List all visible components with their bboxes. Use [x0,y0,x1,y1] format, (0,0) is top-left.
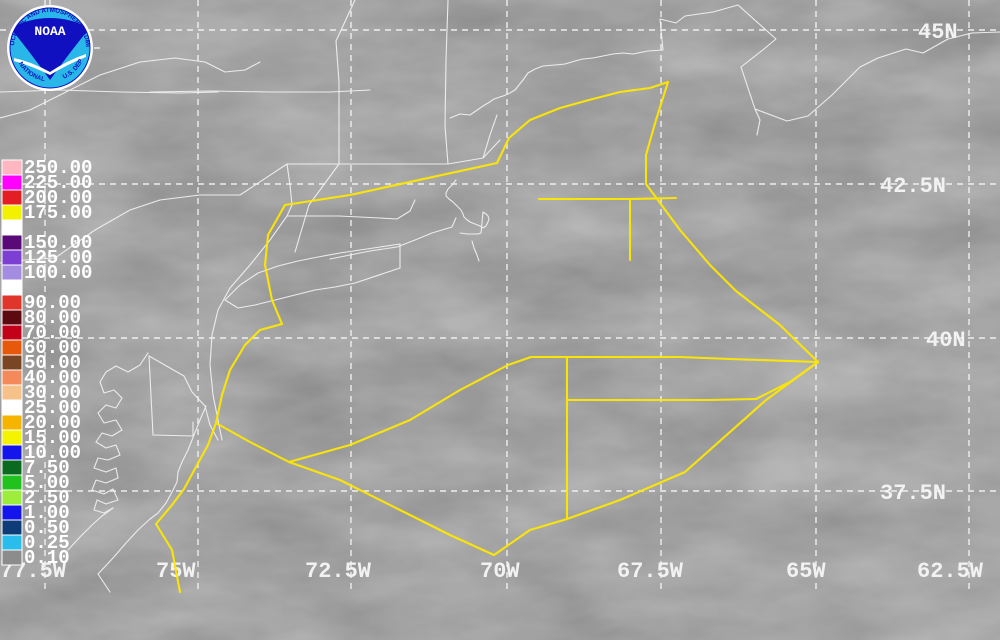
svg-text:65W: 65W [786,559,826,584]
svg-text:175.00: 175.00 [24,202,92,224]
svg-text:67.5W: 67.5W [617,559,684,584]
svg-text:100.00: 100.00 [24,262,92,284]
svg-text:37.5N: 37.5N [880,481,946,506]
svg-text:70W: 70W [480,559,520,584]
svg-text:72.5W: 72.5W [305,559,372,584]
svg-text:45N: 45N [918,20,958,45]
svg-text:40N: 40N [926,328,966,353]
svg-text:0.10: 0.10 [24,547,70,569]
svg-text:NOAA: NOAA [34,24,65,39]
svg-text:42.5N: 42.5N [880,174,946,199]
svg-text:62.5W: 62.5W [917,559,984,584]
